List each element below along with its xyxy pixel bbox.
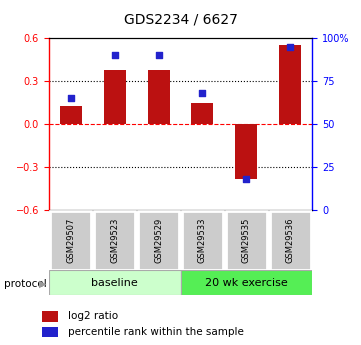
Text: GDS2234 / 6627: GDS2234 / 6627: [123, 12, 238, 26]
Text: percentile rank within the sample: percentile rank within the sample: [68, 327, 244, 337]
Text: GSM29529: GSM29529: [154, 218, 163, 263]
Text: protocol: protocol: [4, 279, 46, 288]
Bar: [60, 106, 82, 124]
Text: log2 ratio: log2 ratio: [68, 312, 118, 321]
Point: [112, 52, 117, 58]
Bar: [279, 45, 301, 124]
Point: [287, 44, 293, 49]
Bar: [104, 70, 126, 124]
Text: baseline: baseline: [91, 278, 138, 287]
Bar: [43, 327, 58, 337]
Text: GSM29536: GSM29536: [286, 218, 295, 263]
Bar: [180, 270, 312, 295]
Text: GSM29507: GSM29507: [66, 218, 75, 263]
Text: GSM29535: GSM29535: [242, 218, 251, 263]
Point: [68, 96, 74, 101]
Bar: [226, 211, 266, 270]
Bar: [191, 103, 213, 124]
Point: [243, 177, 249, 182]
Bar: [51, 211, 91, 270]
Text: GSM29533: GSM29533: [198, 218, 207, 263]
Point: [200, 90, 205, 96]
Text: 20 wk exercise: 20 wk exercise: [205, 278, 288, 287]
Bar: [43, 311, 58, 322]
Bar: [138, 211, 179, 270]
Text: ▶: ▶: [39, 279, 46, 288]
Text: GSM29523: GSM29523: [110, 218, 119, 263]
Bar: [235, 124, 257, 179]
Bar: [95, 211, 135, 270]
Bar: [270, 211, 310, 270]
Point: [156, 52, 161, 58]
Bar: [49, 270, 180, 295]
Bar: [182, 211, 223, 270]
Bar: [148, 70, 170, 124]
